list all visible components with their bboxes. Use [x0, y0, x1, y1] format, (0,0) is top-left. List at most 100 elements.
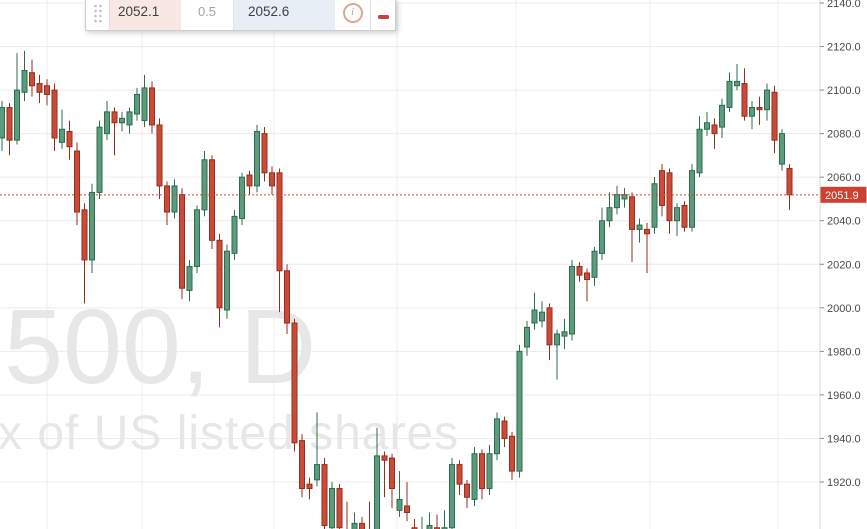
candle [321, 458, 328, 529]
candle-body [89, 191, 95, 261]
price-axis[interactable]: 2140.0 2120.0 2100.0 2080.0 2060.0 2040.0 2020… [819, 0, 867, 529]
candle [644, 222, 650, 273]
candle-body [479, 453, 485, 490]
candle [441, 510, 448, 529]
candle-body [276, 172, 283, 272]
candle-body [119, 117, 125, 124]
candle-body [21, 69, 28, 93]
candle-body [314, 464, 320, 481]
candle-body [66, 130, 73, 148]
candle-body [351, 522, 358, 529]
candle [421, 516, 423, 529]
candle [231, 209, 238, 260]
candle [291, 318, 298, 452]
candle [179, 188, 185, 300]
candle [246, 170, 253, 195]
y-axis-label: 1940.0 [827, 433, 861, 445]
candle-body [246, 174, 253, 187]
y-axis-label: 2020.0 [827, 259, 861, 271]
candle [471, 447, 478, 506]
candle [314, 412, 320, 487]
candle-body [96, 126, 103, 193]
candle-body [524, 326, 530, 348]
candle-body [36, 83, 43, 93]
buy-ask-button[interactable]: 2052.6 [233, 0, 334, 30]
candle [591, 246, 598, 287]
candle [426, 512, 433, 529]
candle [96, 120, 103, 199]
collapse-button[interactable] [370, 0, 395, 30]
candle-body [216, 239, 223, 309]
candle [156, 118, 163, 199]
candle-body [6, 107, 13, 141]
candle [186, 259, 193, 302]
watermark-description: x of US listed shares [0, 407, 459, 460]
y-axis-label: 2040.0 [827, 216, 861, 228]
candle-body [764, 89, 770, 111]
y-axis-label: 1980.0 [827, 346, 861, 358]
info-button[interactable]: i [334, 0, 370, 30]
candle [51, 83, 58, 152]
candle [224, 244, 230, 319]
candle-body [126, 111, 133, 126]
candle [726, 72, 733, 112]
candle [29, 59, 35, 97]
candle [201, 151, 208, 217]
candle-body [734, 80, 740, 87]
y-axis-label: 2000.0 [827, 303, 861, 315]
candle [346, 501, 348, 529]
candle [734, 63, 740, 91]
candle-body [689, 170, 695, 228]
bid-price: 2052.1 [118, 4, 160, 19]
candle [621, 188, 628, 208]
candle [479, 449, 485, 500]
sell-bid-button[interactable]: 2052.1 [109, 0, 181, 30]
candle [674, 203, 680, 236]
candle-body [674, 207, 680, 222]
candle [216, 233, 223, 328]
current-price-tag[interactable] [820, 186, 867, 203]
candle [636, 218, 643, 243]
candle-body [786, 167, 793, 196]
candle-body [29, 72, 35, 87]
candle [141, 74, 148, 128]
candle [741, 68, 748, 121]
candle [359, 516, 365, 529]
drag-handle[interactable] [86, 0, 109, 30]
candle-body [231, 215, 238, 254]
candle [516, 344, 523, 478]
candle [449, 458, 455, 529]
candle-body [704, 122, 710, 130]
candle-body [456, 464, 463, 485]
candle-body [644, 228, 650, 235]
candle [666, 168, 673, 234]
candle-body [726, 80, 733, 109]
candle-body [606, 207, 613, 222]
candle-body [149, 87, 155, 126]
candle-body [509, 435, 515, 472]
candle-body [299, 440, 305, 490]
candle-body [531, 309, 538, 324]
candle-body [486, 453, 493, 490]
info-icon: i [342, 3, 363, 23]
candle [749, 100, 755, 130]
candle [104, 100, 110, 141]
candle [434, 514, 440, 529]
candle [66, 120, 73, 160]
candle-body [749, 107, 755, 117]
candle-body [0, 107, 5, 139]
candle [171, 179, 178, 219]
candle [59, 109, 65, 149]
candle [0, 100, 5, 152]
candle-body [81, 209, 88, 261]
candle-body [359, 522, 365, 529]
candle-body [321, 464, 328, 527]
candle-body [111, 111, 118, 124]
candle-body [666, 172, 673, 222]
candle-body [779, 133, 785, 165]
candle-body [554, 333, 560, 346]
candle-body [336, 488, 343, 529]
candle-body [306, 483, 313, 490]
